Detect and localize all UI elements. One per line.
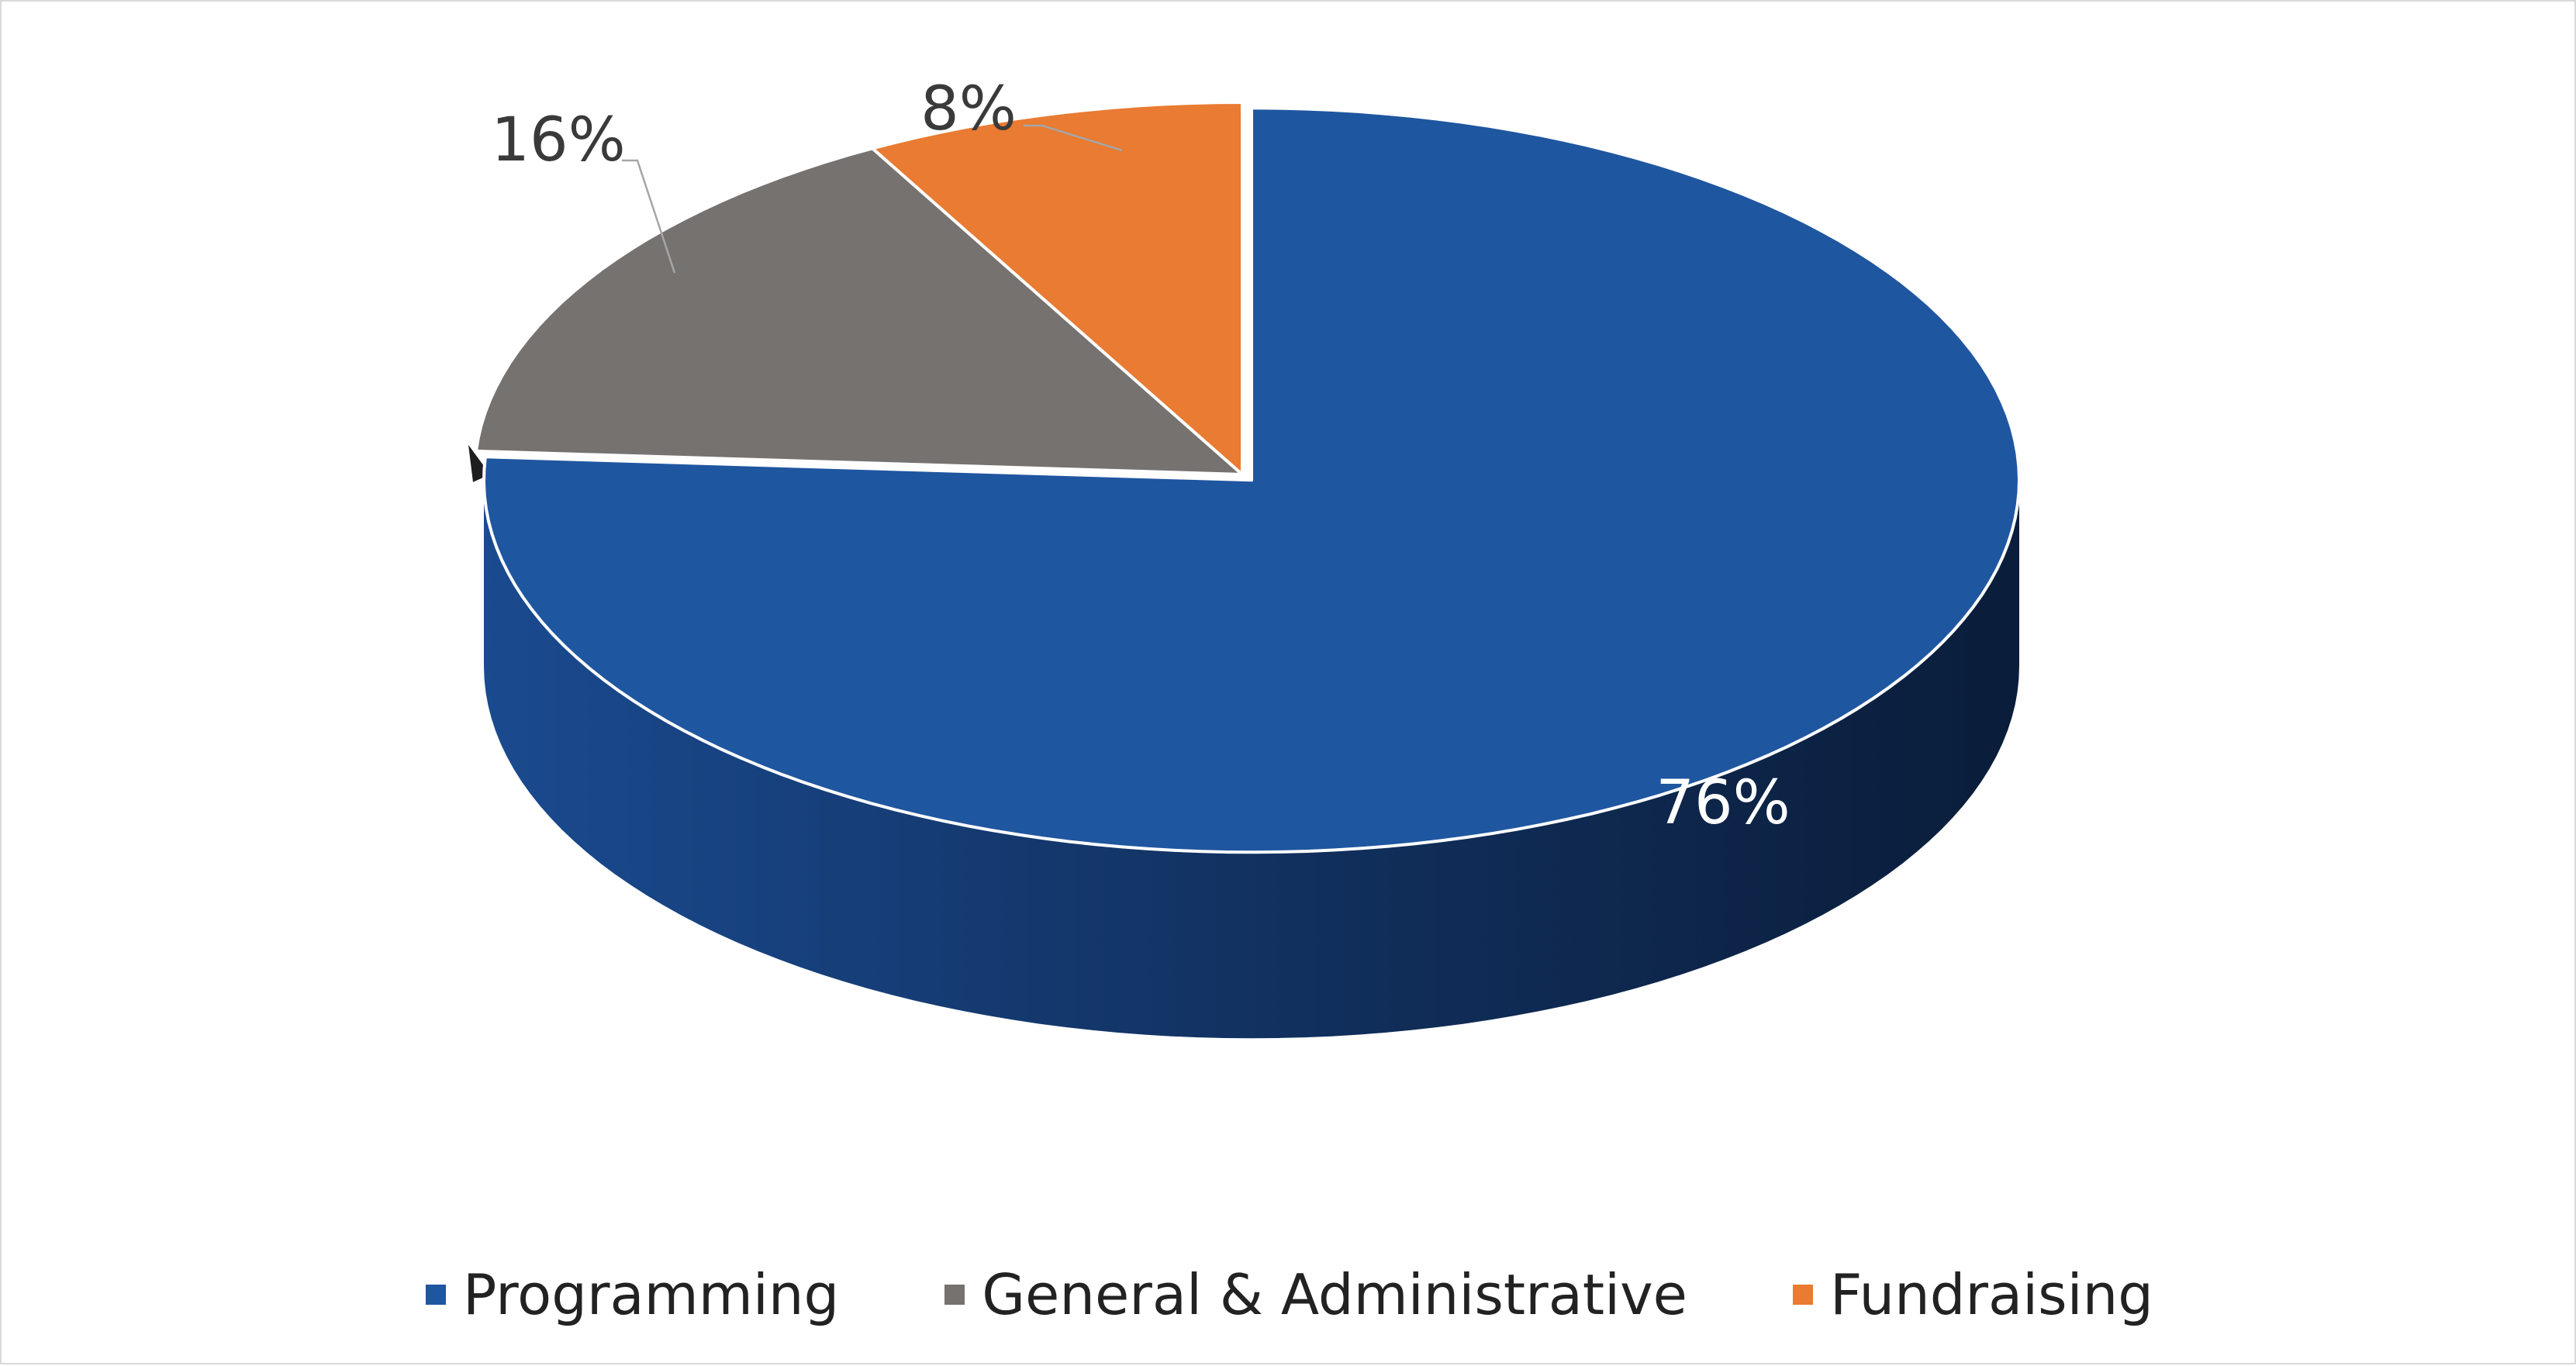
legend-label-fundraising: Fundraising <box>1829 1262 2154 1327</box>
data-label-programming: 76% <box>1656 768 1790 838</box>
pie-slice-fundraising[interactable] <box>871 101 1244 476</box>
legend-item-fundraising[interactable]: Fundraising <box>1792 1262 2154 1327</box>
legend-swatch-general-administrative <box>944 1285 965 1305</box>
legend: Programming General & Administrative Fun… <box>2 1256 2576 1333</box>
legend-swatch-programming <box>425 1285 446 1305</box>
pie-slice-general-administrative[interactable] <box>475 147 1244 476</box>
leader-line-general-administrative <box>622 159 676 274</box>
leader-line-fundraising <box>1024 124 1123 152</box>
legend-swatch-fundraising <box>1792 1285 1813 1305</box>
data-label-general-administrative: 16% <box>491 105 625 175</box>
legend-label-general-administrative: General & Administrative <box>982 1262 1687 1327</box>
legend-label-programming: Programming <box>462 1262 840 1327</box>
legend-item-programming[interactable]: Programming <box>425 1262 840 1327</box>
legend-item-general-administrative[interactable]: General & Administrative <box>944 1262 1687 1327</box>
data-label-fundraising: 8% <box>920 74 1017 144</box>
pie-side-programming <box>484 480 2019 1039</box>
pie-slice-programming[interactable] <box>482 106 2021 854</box>
